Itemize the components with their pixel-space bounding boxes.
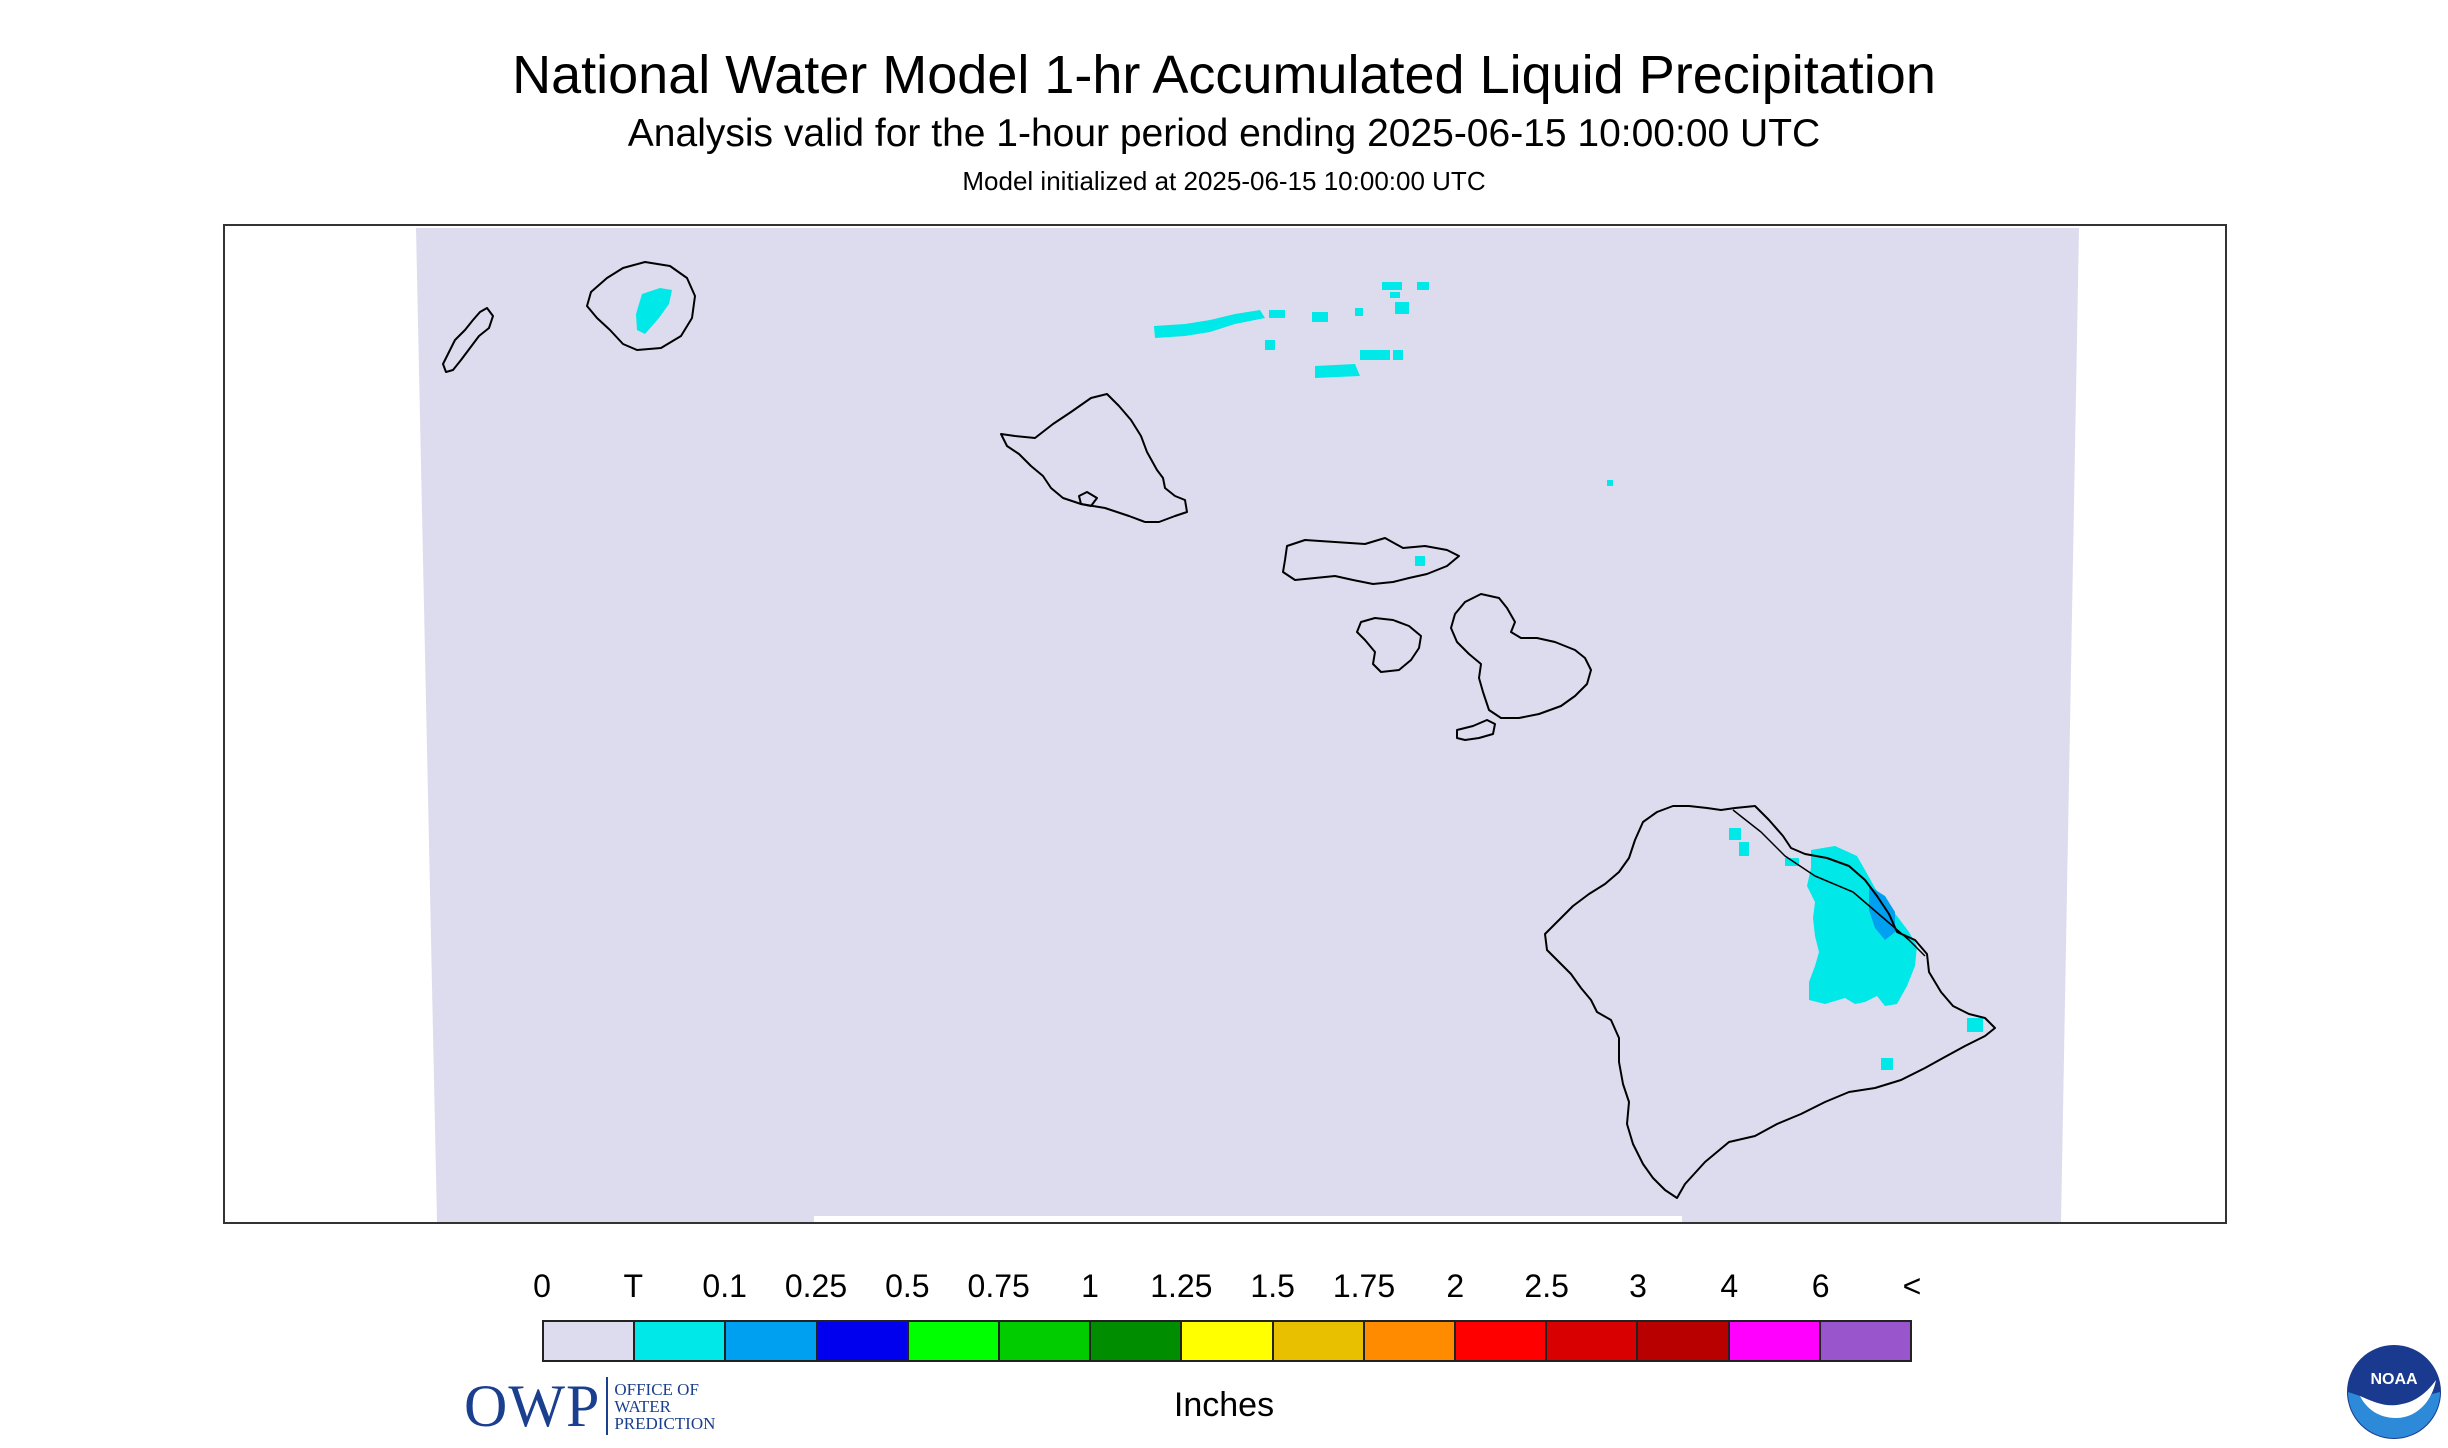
legend-swatch: #ff8c00 (1364, 1322, 1457, 1360)
legend-tick-label: 1.25 (1150, 1268, 1213, 1304)
legend-tick-label: 0.1 (702, 1268, 747, 1304)
owp-logo-letters: OWP (464, 1372, 601, 1439)
noaa-logo-text: NOAA (2370, 1371, 2418, 1388)
model-init-note: Model initialized at 2025-06-15 10:00:00… (962, 166, 1486, 196)
legend-tick-label: 3 (1629, 1268, 1647, 1304)
owp-logo: OWP OFFICE OF WATER PREDICTION (464, 1372, 716, 1439)
legend-tick-label: 0.5 (885, 1268, 930, 1304)
precip-0.1-areas (1869, 886, 1895, 940)
map-subtitle: Analysis valid for the 1-hour period end… (627, 112, 1821, 155)
legend-swatch: #e8c000 (1273, 1322, 1365, 1360)
legend-tick-label: 1.75 (1332, 1268, 1396, 1304)
legend-tick-label: 1.5 (1250, 1268, 1295, 1304)
legend-tick-label: T (623, 1268, 644, 1304)
legend-swatch: #00ff00 (908, 1322, 1001, 1360)
legend-tick-label: 0.25 (784, 1268, 848, 1304)
legend-units: Inches (1173, 1386, 1275, 1424)
legend-swatch: #ffff00 (1182, 1322, 1274, 1360)
legend-swatch: #00a0f0 (726, 1322, 818, 1360)
legend-swatch: #008e00 (1091, 1322, 1183, 1360)
noaa-logo: NOAA (2347, 1345, 2441, 1439)
legend-swatch: #d80000 (1547, 1322, 1639, 1360)
legend-swatch: #00cc00 (1000, 1322, 1092, 1360)
precip-trace-areas (636, 282, 1983, 1070)
legend-tick-label: 4 (1720, 1268, 1739, 1304)
map-frame: OWP OFFICE OF WATER PREDICTION NOAA (223, 224, 2441, 1439)
legend-swatch: #dcdcee (544, 1322, 636, 1360)
precipitation-map (416, 228, 2079, 1222)
legend-swatch: #9955cc (1820, 1322, 1911, 1360)
legend-swatch: #00e8e8 (635, 1322, 727, 1360)
owp-logo-divider (606, 1377, 609, 1435)
legend-labels: 0 T 0.1 0.25 0.5 0.75 1 1.25 1.5 1.75 2 2.5 3 4 6 < (0, 1268, 2448, 1308)
legend-tick-label: 2.5 (1524, 1268, 1569, 1304)
legend-tick-label: 1 (1081, 1268, 1099, 1304)
legend-swatch: #b80000 (1638, 1322, 1730, 1360)
legend-colorbar: #dcdcee#00e8e8#00a0f0#0000ee#00ff00#00cc… (542, 1320, 1912, 1362)
legend-tick-label: 2 (1446, 1268, 1465, 1304)
legend-tick-label: < (1902, 1268, 1922, 1304)
legend-tick-label: 6 (1811, 1268, 1830, 1304)
legend-swatch: #ff00ff (1729, 1322, 1821, 1360)
model-domain (416, 228, 2079, 1222)
owp-logo-text: OFFICE OF WATER PREDICTION (614, 1379, 716, 1433)
map-title: National Water Model 1-hr Accumulated Li… (512, 45, 1936, 105)
legend-swatch: #0000ee (817, 1322, 909, 1360)
legend-tick-label: 0.75 (967, 1268, 1030, 1304)
legend-swatch: #ff0000 (1456, 1322, 1548, 1360)
legend-tick-label: 0 (533, 1268, 551, 1304)
island-coastlines (442, 261, 1996, 1199)
